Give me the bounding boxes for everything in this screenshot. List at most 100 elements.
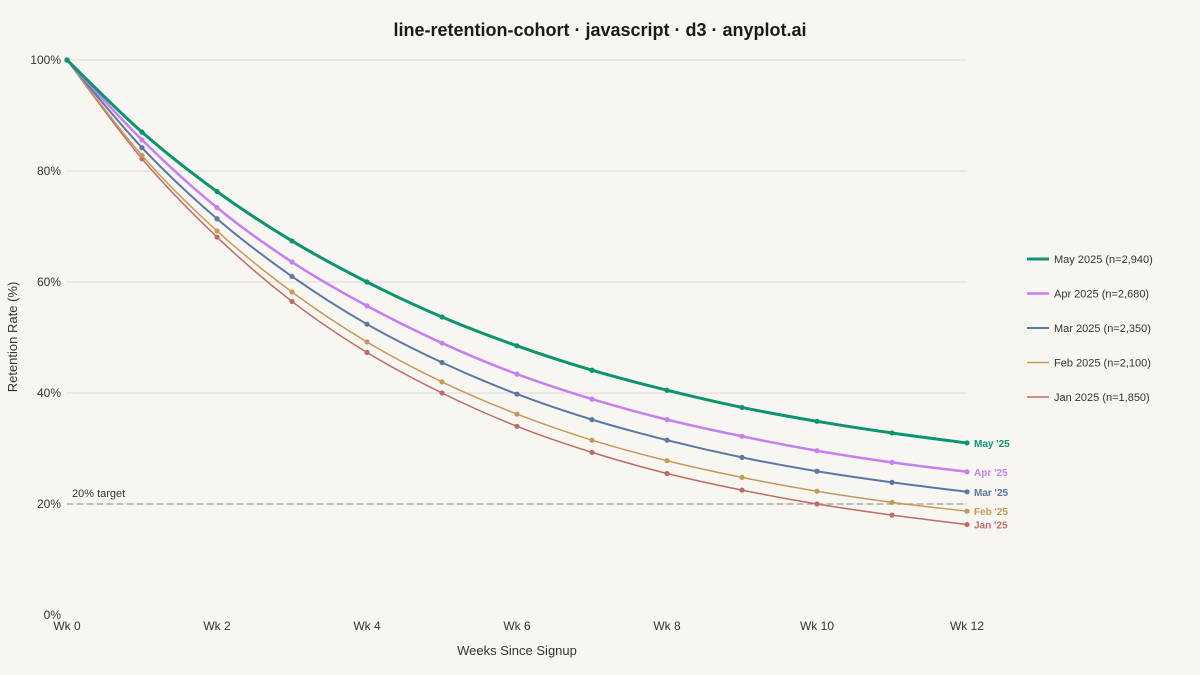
data-point bbox=[514, 391, 520, 397]
data-point bbox=[964, 489, 970, 495]
y-axis-title: Retention Rate (%) bbox=[5, 282, 20, 393]
data-point bbox=[139, 152, 145, 159]
data-point bbox=[364, 303, 370, 309]
legend-item: Apr 2025 (n=2,680) bbox=[1027, 289, 1149, 301]
data-point bbox=[964, 469, 970, 475]
data-point bbox=[664, 387, 670, 393]
data-point bbox=[664, 470, 670, 477]
series-line bbox=[65, 58, 969, 474]
x-tick-label: Wk 4 bbox=[353, 619, 381, 633]
legend-label: May 2025 (n=2,940) bbox=[1054, 254, 1153, 266]
legend-label: Apr 2025 (n=2,680) bbox=[1054, 289, 1149, 301]
grid-lines bbox=[67, 59, 967, 505]
data-point bbox=[214, 205, 220, 211]
data-point bbox=[739, 404, 745, 411]
series-line bbox=[65, 58, 969, 445]
data-point bbox=[589, 449, 595, 455]
series-end-label: Jan '25 bbox=[974, 521, 1008, 532]
data-point bbox=[214, 228, 220, 234]
data-point bbox=[514, 423, 520, 429]
y-tick-label: 0% bbox=[44, 608, 62, 622]
series-end-label: Feb '25 bbox=[974, 507, 1008, 518]
data-point bbox=[439, 379, 445, 385]
data-point bbox=[64, 57, 70, 63]
series-end-label: May '25 bbox=[974, 439, 1010, 450]
data-point bbox=[889, 499, 895, 505]
data-point bbox=[439, 359, 445, 366]
data-point bbox=[139, 145, 145, 151]
data-point bbox=[589, 396, 595, 402]
data-point bbox=[889, 512, 895, 518]
data-point bbox=[964, 521, 970, 528]
data-point bbox=[289, 259, 295, 265]
legend-label: Mar 2025 (n=2,350) bbox=[1054, 323, 1151, 335]
legend-label: Feb 2025 (n=2,100) bbox=[1054, 358, 1151, 370]
data-point bbox=[514, 371, 520, 377]
series-lines: Jan '25 Feb '25 Mar '25 Apr '25 May '25 bbox=[64, 57, 1010, 532]
x-tick-label: Wk 10 bbox=[800, 619, 834, 633]
data-point bbox=[214, 216, 220, 222]
data-point bbox=[589, 367, 595, 373]
data-point bbox=[739, 474, 745, 480]
data-point bbox=[964, 440, 970, 446]
x-tick-label: Wk 2 bbox=[203, 619, 231, 633]
series-group: Mar '25 bbox=[64, 57, 1009, 499]
x-axis: Wk 0 Wk 2 Wk 4 Wk 6 Wk 8 Wk 10 Wk 12 bbox=[53, 619, 984, 633]
legend-label: Jan 2025 (n=1,850) bbox=[1054, 392, 1150, 404]
reference-line-group: 20% target bbox=[67, 488, 967, 505]
data-point bbox=[289, 238, 295, 244]
data-point bbox=[364, 349, 370, 356]
data-point bbox=[589, 437, 595, 443]
y-tick-label: 80% bbox=[37, 164, 61, 178]
data-point bbox=[439, 340, 445, 346]
data-point bbox=[214, 188, 220, 195]
x-tick-label: Wk 6 bbox=[503, 619, 531, 633]
data-point bbox=[289, 298, 295, 305]
x-tick-label: Wk 8 bbox=[653, 619, 681, 633]
series-group: Feb '25 bbox=[64, 57, 1008, 518]
data-point bbox=[964, 508, 970, 514]
chart-title: line-retention-cohort · javascript · d3 … bbox=[393, 20, 806, 40]
y-tick-label: 40% bbox=[37, 386, 61, 400]
data-point bbox=[889, 430, 895, 436]
y-tick-label: 60% bbox=[37, 275, 61, 289]
series-group: Jan '25 bbox=[64, 57, 1008, 532]
series-end-label: Mar '25 bbox=[974, 488, 1009, 499]
data-point bbox=[814, 448, 820, 454]
data-point bbox=[814, 501, 820, 507]
data-point bbox=[739, 487, 745, 493]
data-point bbox=[289, 273, 295, 280]
series-end-label: Apr '25 bbox=[974, 468, 1008, 479]
y-tick-label: 20% bbox=[37, 497, 61, 511]
data-point bbox=[214, 234, 220, 240]
data-point bbox=[139, 137, 145, 143]
data-point bbox=[364, 339, 370, 345]
data-point bbox=[664, 458, 670, 464]
data-point bbox=[589, 417, 595, 423]
data-point bbox=[889, 459, 895, 465]
legend: May 2025 (n=2,940) Apr 2025 (n=2,680) Mar … bbox=[1027, 254, 1153, 404]
data-point bbox=[664, 417, 670, 423]
legend-item: Feb 2025 (n=2,100) bbox=[1027, 358, 1151, 370]
data-point bbox=[814, 488, 820, 494]
x-tick-label: Wk 0 bbox=[53, 619, 81, 633]
y-axis: 0% 20% 40% 60% 80% 100% bbox=[30, 53, 61, 622]
series-group: Apr '25 bbox=[64, 57, 1008, 479]
data-point bbox=[364, 279, 370, 285]
data-point bbox=[514, 343, 520, 349]
reference-line-label: 20% target bbox=[72, 488, 125, 500]
data-point bbox=[739, 454, 745, 460]
data-point bbox=[814, 418, 820, 424]
data-point bbox=[889, 479, 895, 485]
series-line bbox=[66, 59, 968, 493]
data-point bbox=[739, 433, 745, 439]
legend-item: Mar 2025 (n=2,350) bbox=[1027, 323, 1151, 335]
data-point bbox=[514, 411, 520, 417]
data-point bbox=[814, 468, 820, 474]
series-line bbox=[66, 59, 968, 526]
data-point bbox=[439, 314, 445, 320]
legend-item: Jan 2025 (n=1,850) bbox=[1027, 392, 1150, 404]
data-point bbox=[139, 129, 145, 135]
